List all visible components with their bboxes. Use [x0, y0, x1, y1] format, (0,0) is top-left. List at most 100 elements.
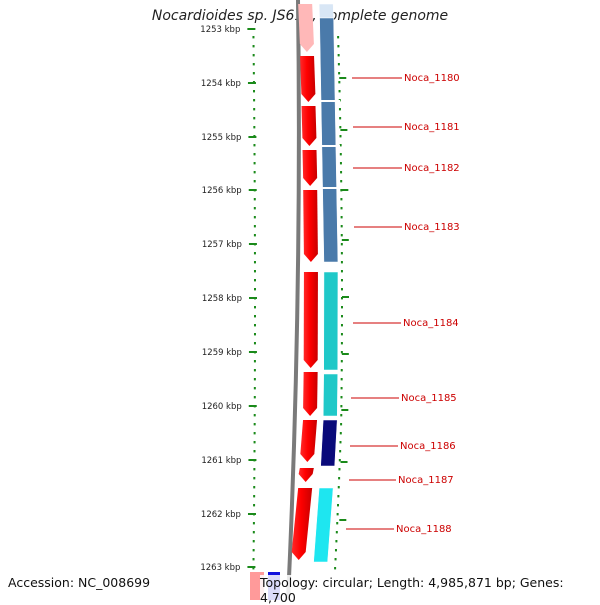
track-dot: [339, 162, 342, 165]
ruler-label: 1257 kbp: [202, 240, 242, 250]
ruler-label: 1258 kbp: [202, 294, 242, 304]
ruler-dot: [252, 522, 255, 525]
ruler-dot: [253, 504, 256, 507]
ruler-dot: [253, 270, 256, 273]
ruler-dot: [253, 486, 256, 489]
ruler-dot: [253, 396, 256, 399]
gene-block[interactable]: [323, 271, 339, 371]
gene-block[interactable]: [322, 373, 338, 417]
track-dot: [336, 522, 339, 525]
ruler-dot: [253, 351, 256, 354]
ruler-dot: [253, 198, 256, 201]
track-dot: [339, 450, 342, 453]
gene-label[interactable]: Noca_1187: [398, 475, 454, 486]
track-dot: [340, 261, 343, 264]
cds-arrow[interactable]: [302, 150, 318, 186]
cds-arrow[interactable]: [301, 106, 317, 146]
gene-block[interactable]: [319, 17, 339, 263]
ruler-dot: [253, 279, 256, 282]
ruler-dot: [252, 549, 255, 552]
gene-label[interactable]: Noca_1186: [400, 441, 456, 452]
ruler-dot: [253, 126, 256, 129]
track-dot: [340, 234, 343, 237]
track-dot: [339, 441, 342, 444]
track-dot: [340, 414, 343, 417]
gene-label[interactable]: Noca_1184: [403, 318, 459, 329]
cds-arrow[interactable]: [303, 372, 318, 416]
ruler-dot: [253, 99, 256, 102]
gene-label[interactable]: Noca_1181: [404, 122, 460, 133]
ruler-dot: [253, 90, 256, 93]
track-dot: [340, 423, 343, 426]
ruler-dot: [253, 495, 256, 498]
cds-arrow[interactable]: [300, 420, 318, 462]
ruler-dot: [253, 342, 256, 345]
gene-label[interactable]: Noca_1180: [404, 73, 460, 84]
ruler-label: 1260 kbp: [202, 402, 242, 412]
ruler-dot: [252, 567, 255, 570]
ruler-dot: [253, 423, 256, 426]
cds-arrow[interactable]: [298, 4, 314, 52]
gene-block[interactable]: [320, 419, 338, 467]
ruler-dot: [253, 243, 256, 246]
ruler-label: 1263 kbp: [200, 563, 240, 573]
track-dot: [340, 180, 343, 183]
track-dot: [337, 54, 340, 57]
track-dot: [339, 117, 342, 120]
ruler-label: 1259 kbp: [202, 348, 242, 358]
ruler-label: 1262 kbp: [201, 510, 241, 520]
ruler-dot: [253, 432, 256, 435]
ruler-dot: [252, 558, 255, 561]
track-dot: [340, 324, 343, 327]
track-dot: [339, 153, 342, 156]
track-dot: [340, 342, 343, 345]
ruler-dot: [253, 171, 256, 174]
track-dot: [340, 396, 343, 399]
ruler-label: 1261 kbp: [201, 456, 241, 466]
cds-arrow[interactable]: [298, 468, 314, 482]
ruler-dot: [252, 54, 255, 57]
ruler-dot: [253, 315, 256, 318]
ruler-dot: [253, 459, 256, 462]
track-dot: [340, 252, 343, 255]
track-dot: [337, 486, 340, 489]
ruler-dot: [253, 441, 256, 444]
ruler-label: 1253 kbp: [200, 25, 240, 35]
cds-arrow[interactable]: [300, 56, 316, 102]
track-dot: [340, 369, 343, 372]
gene-label[interactable]: Noca_1185: [401, 393, 457, 404]
ruler-dot: [253, 378, 256, 381]
track-dot: [340, 189, 343, 192]
cds-arrow[interactable]: [303, 190, 318, 262]
track-dot: [338, 477, 341, 480]
ruler-dot: [253, 297, 256, 300]
ruler-dot: [253, 216, 256, 219]
track-dot: [340, 243, 343, 246]
gene-block[interactable]: [313, 487, 334, 563]
track-dot: [338, 81, 341, 84]
track-dot: [337, 504, 340, 507]
cds-arrow[interactable]: [291, 488, 313, 560]
genome-backbone: [286, 0, 301, 600]
ruler-dot: [253, 306, 256, 309]
gene-label[interactable]: Noca_1182: [404, 163, 460, 174]
ruler-dot: [252, 513, 255, 516]
cds-arrow[interactable]: [303, 272, 318, 368]
track-dot: [339, 432, 342, 435]
track-dot: [339, 126, 342, 129]
ruler-dot: [253, 135, 256, 138]
track-dot: [340, 171, 343, 174]
ruler-dot: [253, 360, 256, 363]
ruler-dot: [253, 450, 256, 453]
strands: [250, 3, 340, 600]
track-dot: [337, 495, 340, 498]
ruler-dot: [253, 108, 256, 111]
track-dot: [340, 333, 343, 336]
ruler: 1253 kbp 1254 kbp 1255 kbp 1256 kbp 1257 kbp…: [200, 25, 349, 573]
ruler-label: 1255 kbp: [201, 133, 241, 143]
gene-label[interactable]: Noca_1188: [396, 524, 452, 535]
gene-block[interactable]: [318, 3, 334, 19]
track-dot: [337, 45, 340, 48]
gene-label[interactable]: Noca_1183: [404, 222, 460, 233]
